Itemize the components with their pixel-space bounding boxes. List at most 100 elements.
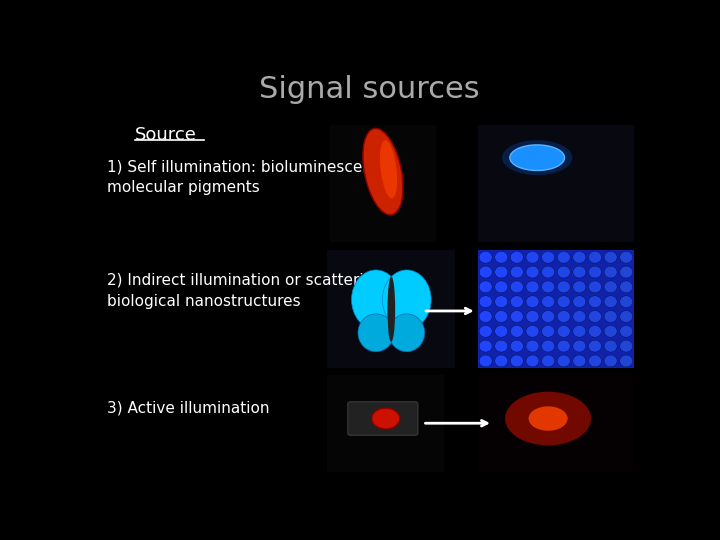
- Ellipse shape: [588, 296, 601, 308]
- Ellipse shape: [479, 326, 492, 337]
- Circle shape: [372, 408, 400, 429]
- Ellipse shape: [479, 281, 492, 293]
- Ellipse shape: [604, 296, 617, 308]
- Ellipse shape: [573, 355, 586, 367]
- Ellipse shape: [479, 340, 492, 352]
- Ellipse shape: [604, 251, 617, 263]
- Ellipse shape: [358, 314, 394, 352]
- Ellipse shape: [382, 270, 431, 329]
- Ellipse shape: [604, 266, 617, 278]
- Ellipse shape: [387, 276, 395, 342]
- Ellipse shape: [557, 310, 570, 322]
- Ellipse shape: [620, 310, 633, 322]
- Ellipse shape: [526, 310, 539, 322]
- Ellipse shape: [557, 326, 570, 337]
- Ellipse shape: [526, 340, 539, 352]
- Ellipse shape: [541, 296, 554, 308]
- Ellipse shape: [620, 340, 633, 352]
- Ellipse shape: [510, 266, 523, 278]
- Ellipse shape: [588, 251, 601, 263]
- Ellipse shape: [557, 355, 570, 367]
- Ellipse shape: [495, 296, 508, 308]
- Ellipse shape: [541, 340, 554, 352]
- Ellipse shape: [573, 266, 586, 278]
- Ellipse shape: [573, 340, 586, 352]
- Ellipse shape: [604, 310, 617, 322]
- Ellipse shape: [510, 340, 523, 352]
- Ellipse shape: [479, 310, 492, 322]
- Ellipse shape: [389, 314, 425, 352]
- Ellipse shape: [573, 310, 586, 322]
- FancyBboxPatch shape: [478, 250, 634, 368]
- Ellipse shape: [479, 266, 492, 278]
- Ellipse shape: [588, 340, 601, 352]
- Ellipse shape: [557, 296, 570, 308]
- Ellipse shape: [479, 355, 492, 367]
- FancyBboxPatch shape: [327, 250, 456, 368]
- Ellipse shape: [541, 251, 554, 263]
- Ellipse shape: [495, 326, 508, 337]
- Ellipse shape: [620, 326, 633, 337]
- Ellipse shape: [541, 310, 554, 322]
- Ellipse shape: [541, 266, 554, 278]
- Text: 2) Indirect illumination or scattering:
biological nanostructures: 2) Indirect illumination or scattering: …: [107, 273, 388, 309]
- Ellipse shape: [510, 281, 523, 293]
- FancyBboxPatch shape: [478, 375, 634, 472]
- Ellipse shape: [604, 355, 617, 367]
- Ellipse shape: [620, 266, 633, 278]
- Ellipse shape: [380, 140, 397, 198]
- Ellipse shape: [573, 281, 586, 293]
- Ellipse shape: [351, 270, 400, 329]
- Text: Source: Source: [135, 126, 197, 145]
- FancyBboxPatch shape: [330, 125, 436, 241]
- Ellipse shape: [604, 326, 617, 337]
- Ellipse shape: [363, 129, 403, 215]
- Ellipse shape: [557, 340, 570, 352]
- Ellipse shape: [526, 251, 539, 263]
- Ellipse shape: [495, 281, 508, 293]
- Ellipse shape: [528, 406, 567, 431]
- Ellipse shape: [620, 281, 633, 293]
- Ellipse shape: [495, 251, 508, 263]
- Ellipse shape: [620, 251, 633, 263]
- Ellipse shape: [541, 326, 554, 337]
- Text: 3) Active illumination: 3) Active illumination: [107, 400, 269, 415]
- Ellipse shape: [502, 140, 572, 175]
- Ellipse shape: [541, 281, 554, 293]
- Ellipse shape: [510, 326, 523, 337]
- FancyBboxPatch shape: [348, 402, 418, 435]
- Ellipse shape: [526, 281, 539, 293]
- Ellipse shape: [557, 266, 570, 278]
- Ellipse shape: [479, 296, 492, 308]
- Ellipse shape: [505, 392, 591, 446]
- Ellipse shape: [557, 251, 570, 263]
- Ellipse shape: [620, 296, 633, 308]
- Ellipse shape: [495, 355, 508, 367]
- Text: 1) Self illumination: bioluminescence,
molecular pigments: 1) Self illumination: bioluminescence, m…: [107, 159, 395, 195]
- Ellipse shape: [573, 296, 586, 308]
- Ellipse shape: [526, 266, 539, 278]
- Ellipse shape: [510, 145, 564, 171]
- Ellipse shape: [588, 355, 601, 367]
- FancyBboxPatch shape: [327, 375, 444, 472]
- Ellipse shape: [479, 251, 492, 263]
- Ellipse shape: [526, 326, 539, 337]
- Ellipse shape: [573, 326, 586, 337]
- Ellipse shape: [604, 340, 617, 352]
- Ellipse shape: [510, 355, 523, 367]
- Ellipse shape: [588, 281, 601, 293]
- Ellipse shape: [526, 355, 539, 367]
- Ellipse shape: [588, 266, 601, 278]
- FancyBboxPatch shape: [478, 125, 634, 241]
- Ellipse shape: [510, 251, 523, 263]
- Ellipse shape: [604, 281, 617, 293]
- Ellipse shape: [573, 251, 586, 263]
- Text: Signal sources: Signal sources: [258, 75, 480, 104]
- Ellipse shape: [510, 310, 523, 322]
- Ellipse shape: [510, 296, 523, 308]
- Ellipse shape: [541, 355, 554, 367]
- Ellipse shape: [526, 296, 539, 308]
- Ellipse shape: [620, 355, 633, 367]
- Ellipse shape: [588, 326, 601, 337]
- Ellipse shape: [495, 340, 508, 352]
